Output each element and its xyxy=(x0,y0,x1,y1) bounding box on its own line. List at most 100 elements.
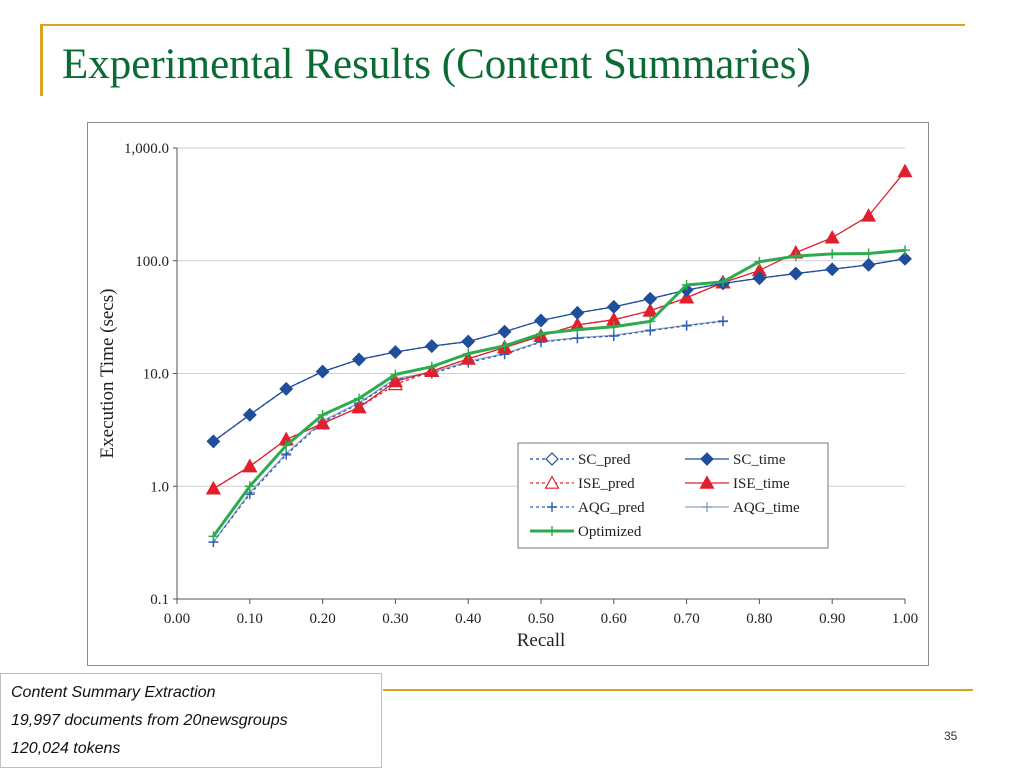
series-line-ise-time xyxy=(213,170,906,490)
x-tick-label: 0.10 xyxy=(237,611,263,627)
page-title: Experimental Results (Content Summaries) xyxy=(62,41,811,88)
data-point-ise-time xyxy=(897,163,913,178)
data-point-optimized xyxy=(608,321,619,332)
data-point-sc-time xyxy=(461,334,476,349)
data-point-ise-time xyxy=(242,458,258,473)
data-point-optimized xyxy=(390,369,401,380)
data-point-ise-time xyxy=(861,208,877,222)
data-point-aqg-pred xyxy=(281,449,292,460)
legend-marker-aqg-pred xyxy=(547,502,557,512)
data-point-sc-time xyxy=(825,262,840,277)
y-tick-label: 1,000.0 xyxy=(124,141,169,157)
legend-marker-sc-time xyxy=(700,452,714,466)
data-point-aqg-pred xyxy=(645,325,656,336)
data-point-optimized xyxy=(790,251,801,262)
data-point-aqg-pred xyxy=(608,331,619,342)
legend-label-ise-pred: ISE_pred xyxy=(578,476,635,492)
data-point-optimized xyxy=(718,276,728,287)
data-point-sc-time xyxy=(206,434,221,449)
data-point-sc-time xyxy=(898,251,912,266)
data-point-sc-time xyxy=(861,257,876,272)
y-axis-label: Execution Time (secs) xyxy=(97,289,118,459)
series-line-optimized xyxy=(212,248,906,538)
legend-label-aqg-time: AQG_time xyxy=(733,500,800,516)
y-tick-label: 10.0 xyxy=(143,367,169,383)
x-tick-label: 0.30 xyxy=(382,611,408,627)
data-point-optimized xyxy=(754,256,765,267)
data-point-aqg-pred xyxy=(718,316,728,327)
data-point-optimized xyxy=(827,248,838,259)
legend-label-sc-pred: SC_pred xyxy=(578,452,631,468)
x-tick-label: 0.40 xyxy=(455,611,481,627)
x-tick-label: 0.20 xyxy=(309,611,335,627)
data-point-optimized xyxy=(281,440,292,451)
data-point-optimized xyxy=(208,531,219,542)
x-tick-label: 0.80 xyxy=(746,611,772,627)
data-point-optimized xyxy=(681,279,692,290)
y-tick-label: 100.0 xyxy=(135,254,169,270)
data-point-sc-time xyxy=(242,407,257,422)
legend-label-aqg-pred: AQG_pred xyxy=(578,500,645,516)
page-number: 35 xyxy=(944,729,958,743)
data-point-ise-time xyxy=(679,289,695,304)
data-point-sc-time xyxy=(606,300,621,314)
data-point-optimized xyxy=(463,348,474,359)
data-point-sc-time xyxy=(643,291,658,306)
data-point-aqg-pred xyxy=(572,333,583,344)
x-tick-label: 0.70 xyxy=(673,611,699,627)
caption-line: 120,024 tokens xyxy=(11,740,121,757)
data-point-optimized xyxy=(244,481,255,492)
data-point-optimized xyxy=(645,316,656,327)
caption-line: 19,997 documents from 20newsgroups xyxy=(11,712,288,729)
series-line-sc-pred xyxy=(213,258,906,442)
chart-frame: 0.1 1.0 10.0 100.0 1,000.0 0.00 0.10 0.20 0.30 0.… xyxy=(87,122,929,666)
y-tick-label: 1.0 xyxy=(150,479,169,495)
x-tick-label: 0.60 xyxy=(601,611,627,627)
data-point-sc-time xyxy=(315,364,330,379)
data-point-sc-time xyxy=(352,352,366,367)
y-tick-label: 0.1 xyxy=(150,592,169,608)
data-point-optimized xyxy=(900,245,910,256)
legend-marker-aqg-time xyxy=(702,502,712,512)
chart: 0.1 1.0 10.0 100.0 1,000.0 0.00 0.10 0.20 0.30 0.… xyxy=(97,141,918,651)
data-point-sc-time xyxy=(788,266,803,281)
legend-marker-optimized xyxy=(547,526,557,536)
data-point-sc-time xyxy=(388,345,403,359)
data-point-aqg-pred xyxy=(681,320,692,331)
title-side-rule xyxy=(40,24,43,96)
x-axis-label: Recall xyxy=(517,630,566,651)
legend-label-sc-time: SC_time xyxy=(733,452,786,468)
x-tick-label: 0.50 xyxy=(528,611,554,627)
data-point-sc-time xyxy=(424,339,439,353)
data-point-optimized xyxy=(536,328,546,339)
series-line-sc-time xyxy=(213,258,906,442)
data-point-ise-time xyxy=(351,399,367,414)
legend-marker-ise-pred xyxy=(544,475,560,489)
data-point-ise-time xyxy=(824,229,840,244)
x-tick-label: 0.90 xyxy=(819,611,845,627)
legend-marker-sc-pred xyxy=(545,452,559,466)
data-point-ise-time xyxy=(387,373,403,388)
data-point-sc-time xyxy=(497,324,512,339)
x-tick-label: 1.00 xyxy=(892,611,918,627)
legend-label-ise-time: ISE_time xyxy=(733,476,790,492)
x-tick-label: 0.00 xyxy=(164,611,190,627)
data-point-optimized xyxy=(572,324,583,335)
data-point-ise-time xyxy=(642,303,658,317)
data-point-ise-time xyxy=(315,415,331,430)
legend-label-optimized: Optimized xyxy=(578,524,642,540)
footer-rule xyxy=(383,689,973,691)
legend-marker-ise-time xyxy=(699,475,715,489)
data-point-optimized xyxy=(317,409,328,420)
data-point-sc-time xyxy=(570,306,585,320)
data-point-sc-time xyxy=(752,271,767,286)
data-point-optimized xyxy=(499,340,510,351)
caption-line: Content Summary Extraction xyxy=(11,684,216,701)
data-point-sc-time xyxy=(534,313,548,328)
data-point-optimized xyxy=(426,361,437,372)
caption-box: Content Summary Extraction 19,997 docume… xyxy=(0,673,382,768)
data-point-optimized xyxy=(863,248,874,259)
data-point-sc-time xyxy=(279,382,294,396)
data-point-optimized xyxy=(354,393,364,404)
title-rule xyxy=(43,24,965,26)
